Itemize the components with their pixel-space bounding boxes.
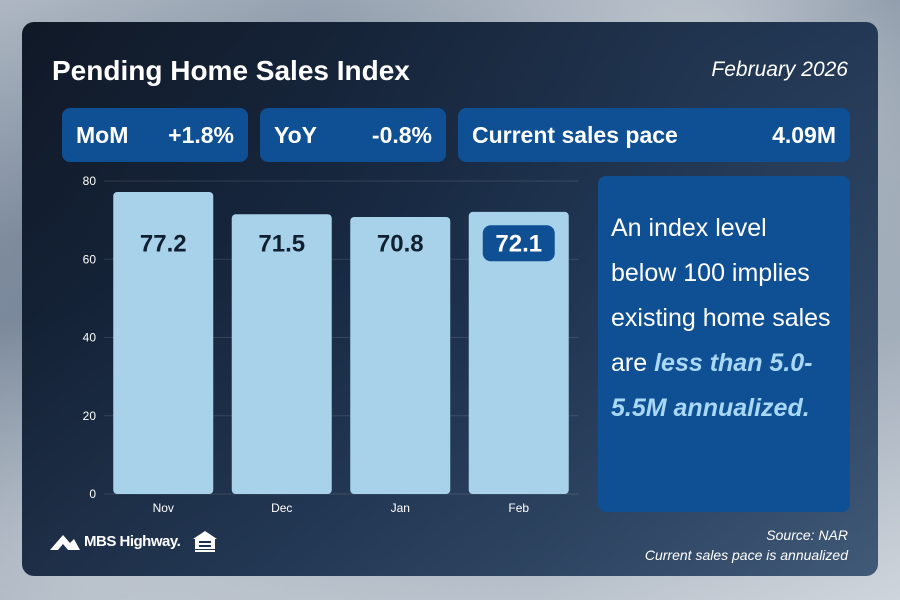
stat-mom-label: MoM bbox=[76, 121, 129, 148]
source-line: Source: NAR bbox=[766, 527, 848, 543]
y-tick-label: 80 bbox=[83, 174, 97, 188]
x-tick-label: Nov bbox=[153, 501, 174, 515]
stat-sales-pace: Current sales pace 4.09M bbox=[458, 108, 850, 162]
highlight-label-bg bbox=[482, 225, 555, 262]
y-tick-label: 20 bbox=[83, 409, 97, 423]
explanation-note: An index level below 100 implies existin… bbox=[598, 176, 850, 512]
bar-value-label: 71.5 bbox=[258, 230, 305, 257]
y-tick-label: 60 bbox=[83, 252, 97, 266]
x-tick-label: Dec bbox=[271, 501, 292, 515]
logo-text: MBS Highway. bbox=[84, 532, 181, 550]
bar-chart: 0 20 40 60 80 77.2 Nov 71.5 Dec 70.8 Jan 72.1 Feb bbox=[83, 174, 578, 515]
mbs-highway-logo: MBS Highway. bbox=[50, 532, 181, 550]
bar-value-label: 77.2 bbox=[140, 230, 187, 257]
stat-yoy-label: YoY bbox=[274, 121, 318, 148]
stat-yoy-value: -0.8% bbox=[371, 121, 432, 148]
note-emphasis: less than 5.0-5.5M annualized. bbox=[611, 349, 813, 422]
report-date: February 2026 bbox=[711, 58, 848, 81]
stat-sales-pace-label: Current sales pace bbox=[472, 121, 678, 148]
stat-mom: MoM +1.8% bbox=[62, 108, 248, 162]
bar-value-label: 72.1 bbox=[495, 230, 542, 257]
x-tick-label: Jan bbox=[391, 501, 410, 515]
annualized-note: Current sales pace is annualized bbox=[644, 547, 848, 563]
y-tick-label: 0 bbox=[89, 487, 96, 501]
note-text: An index level below 100 implies existin… bbox=[611, 214, 831, 377]
x-tick-label: Feb bbox=[508, 501, 529, 515]
stat-yoy: YoY -0.8% bbox=[260, 108, 446, 162]
infographic-card: Pending Home Sales Index February 2026 M… bbox=[22, 22, 878, 576]
page-title: Pending Home Sales Index bbox=[52, 55, 410, 86]
bar-jan bbox=[350, 216, 451, 494]
mbs-highway-logo-icon bbox=[50, 535, 80, 550]
stat-mom-value: +1.8% bbox=[168, 121, 234, 148]
bar-dec bbox=[231, 214, 332, 494]
bar-value-label: 70.8 bbox=[377, 230, 424, 257]
bar-nov bbox=[113, 191, 214, 494]
bar-feb bbox=[468, 211, 569, 494]
y-tick-label: 40 bbox=[83, 331, 97, 345]
stat-sales-pace-value: 4.09M bbox=[772, 121, 836, 148]
equal-housing-opportunity-icon bbox=[192, 530, 218, 559]
source-note: Source: NAR Current sales pace is annual… bbox=[645, 525, 848, 565]
